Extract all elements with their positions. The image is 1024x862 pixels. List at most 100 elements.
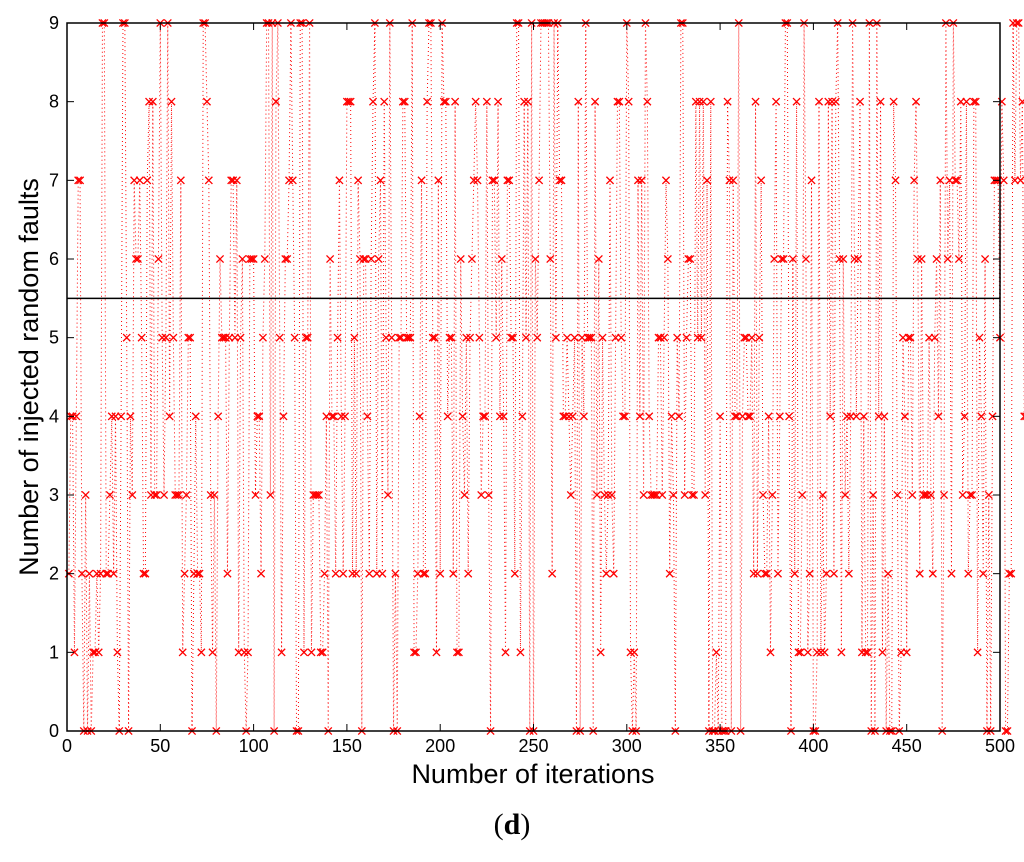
data-point	[178, 648, 187, 657]
data-point	[374, 254, 383, 264]
data-point	[592, 490, 602, 500]
data-point	[449, 569, 458, 578]
data-point	[803, 648, 812, 657]
data-point	[673, 333, 682, 342]
y-tick-label: 5	[49, 328, 59, 348]
data-point	[604, 490, 613, 500]
data-point	[378, 569, 387, 578]
data-point	[583, 333, 592, 342]
data-point	[689, 490, 699, 500]
data-point	[1018, 97, 1024, 106]
panel-label-letter: d	[503, 808, 521, 841]
data-point	[266, 490, 275, 500]
data-point	[740, 333, 749, 342]
data-point	[257, 569, 266, 578]
data-point	[74, 176, 83, 185]
data-point	[779, 254, 788, 264]
data-point	[751, 97, 760, 106]
data-point	[579, 412, 588, 421]
data-point	[617, 333, 626, 342]
data-point	[535, 176, 544, 185]
data-point	[531, 254, 540, 264]
data-point	[477, 490, 486, 500]
data-point	[398, 97, 407, 106]
data-point	[1012, 18, 1021, 28]
data-point	[729, 176, 738, 185]
x-tick-label: 500	[985, 736, 1015, 756]
data-point	[395, 333, 404, 342]
data-point	[94, 648, 103, 657]
x-tick-label: 300	[612, 736, 642, 756]
data-point	[352, 569, 361, 578]
data-point	[999, 176, 1008, 185]
data-point	[329, 412, 338, 421]
data-point	[428, 333, 437, 342]
data-point	[204, 176, 213, 185]
data-point	[171, 490, 180, 500]
data-point	[195, 569, 204, 578]
data-point	[236, 333, 245, 342]
data-point	[688, 490, 697, 500]
data-point	[533, 333, 542, 342]
data-point	[311, 490, 320, 500]
data-point	[587, 333, 596, 342]
data-point	[699, 97, 708, 106]
data-point	[568, 412, 577, 421]
data-point	[820, 648, 829, 657]
data-point	[359, 254, 368, 264]
data-point	[566, 490, 575, 500]
data-point	[988, 412, 997, 421]
data-point	[495, 412, 504, 421]
data-point	[813, 648, 822, 657]
data-point	[600, 490, 609, 500]
data-point	[339, 569, 348, 578]
data-point	[680, 490, 689, 500]
data-point	[161, 333, 170, 342]
data-point	[434, 176, 443, 185]
data-point	[464, 569, 473, 578]
data-point	[788, 254, 797, 264]
data-point	[635, 412, 644, 421]
data-point	[962, 97, 971, 106]
data-point	[454, 648, 463, 657]
data-point	[661, 176, 671, 185]
data-point	[303, 333, 312, 342]
data-point	[850, 254, 859, 264]
data-point	[749, 569, 758, 578]
data-point	[770, 254, 779, 264]
data-point	[844, 569, 853, 578]
data-point	[253, 412, 262, 421]
data-point	[158, 333, 167, 342]
data-point	[415, 412, 424, 421]
data-point	[299, 648, 309, 657]
data-point	[841, 490, 850, 500]
data-point	[725, 176, 734, 185]
data-point	[902, 648, 911, 657]
data-point	[855, 97, 865, 106]
data-point	[669, 490, 678, 500]
data-point	[333, 333, 342, 342]
panel-label: (d)	[0, 808, 1024, 842]
data-point	[624, 97, 633, 106]
y-tick-label: 6	[49, 249, 59, 269]
data-point	[208, 648, 217, 657]
data-point	[283, 254, 292, 264]
data-point	[766, 648, 775, 657]
data-point	[658, 490, 667, 500]
data-point	[497, 254, 506, 264]
data-point	[1007, 569, 1016, 578]
y-tick-label: 7	[49, 170, 59, 190]
data-point	[215, 254, 225, 264]
data-point	[301, 333, 310, 342]
data-point	[152, 490, 161, 500]
data-point	[768, 490, 777, 500]
data-point	[70, 648, 79, 657]
data-point	[951, 176, 960, 185]
data-point	[964, 569, 973, 578]
data-point	[365, 569, 374, 578]
data-point	[869, 490, 878, 500]
data-point	[419, 569, 428, 578]
data-point	[643, 97, 652, 106]
data-point	[913, 254, 922, 264]
data-point	[744, 412, 753, 421]
